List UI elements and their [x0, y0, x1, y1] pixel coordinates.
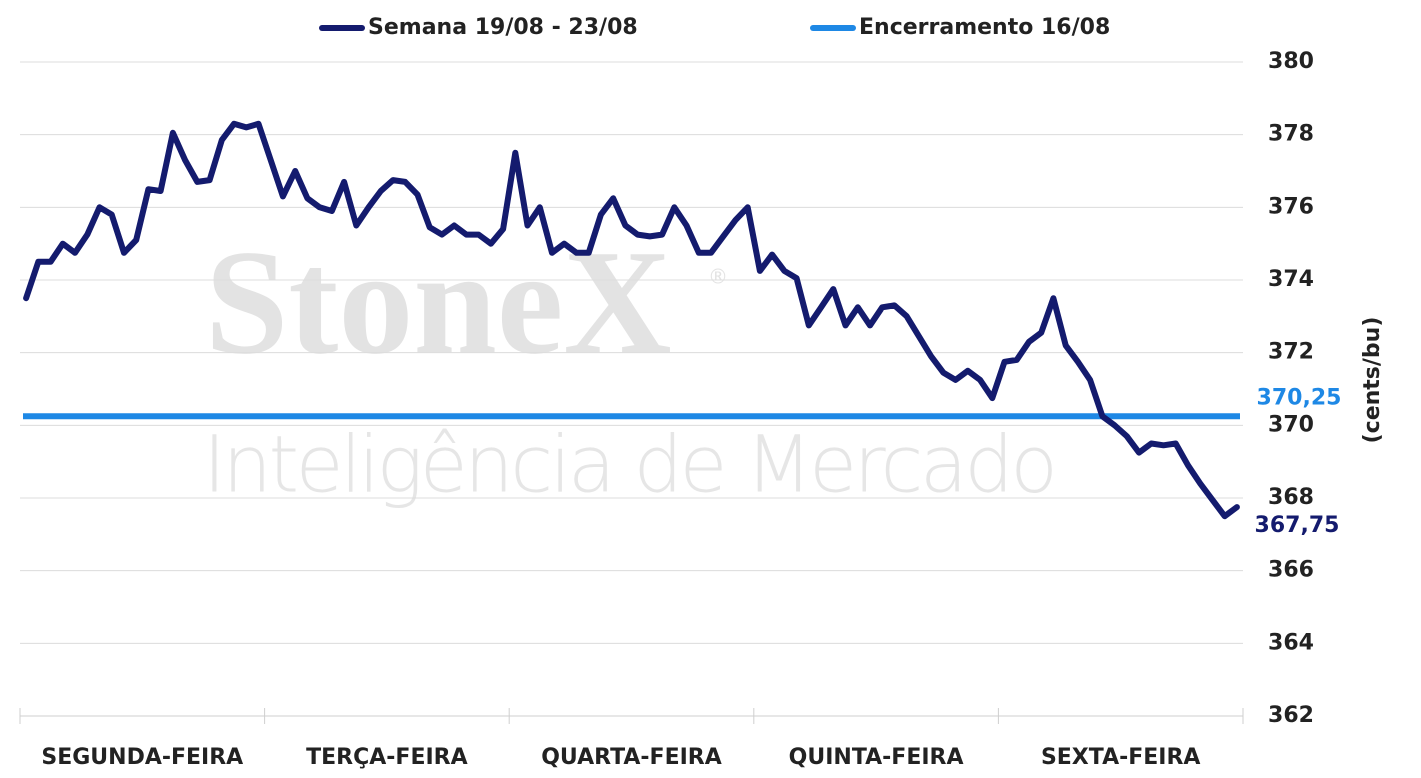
x-tick-label: SEGUNDA-FEIRA [41, 745, 243, 770]
watermark-brand: StoneX [205, 219, 672, 385]
y-tick-label: 378 [1268, 122, 1314, 147]
y-tick-label: 366 [1268, 558, 1314, 583]
legend-label: Encerramento 16/08 [859, 15, 1110, 40]
y-tick-label: 362 [1268, 703, 1314, 728]
end-label: 367,75 [1255, 513, 1340, 538]
y-axis-label: (cents/bu) [1360, 317, 1385, 444]
y-tick-label: 380 [1268, 49, 1314, 74]
value-label: 370,25 [1257, 385, 1342, 410]
price-line [23, 120, 1240, 520]
x-tick-label: TERÇA-FEIRA [306, 745, 468, 770]
x-tick-label: QUINTA-FEIRA [789, 745, 964, 770]
x-tick-label: SEXTA-FEIRA [1041, 745, 1201, 770]
watermark-tagline: Inteligência de Mercado [203, 421, 1058, 511]
y-tick-label: 376 [1268, 194, 1314, 219]
y-tick-label: 372 [1268, 340, 1314, 365]
y-tick-label: 364 [1268, 630, 1314, 655]
legend-label: Semana 19/08 - 23/08 [368, 15, 638, 40]
y-tick-label: 368 [1268, 485, 1314, 510]
y-tick-label: 374 [1268, 267, 1314, 292]
x-tick-label: QUARTA-FEIRA [541, 745, 722, 770]
watermark-mark: ® [708, 265, 728, 289]
y-tick-label: 370 [1268, 412, 1314, 437]
